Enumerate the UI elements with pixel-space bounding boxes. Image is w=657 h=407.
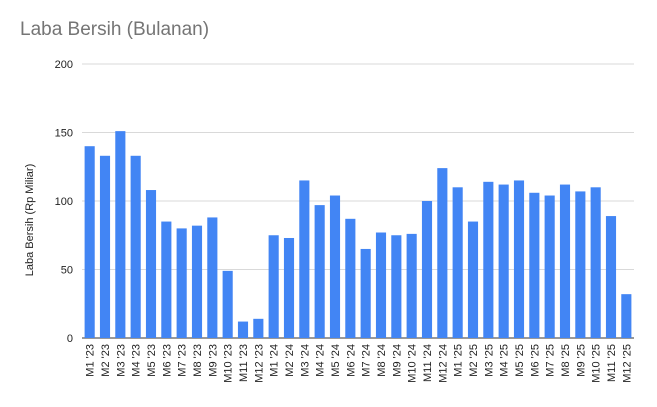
- bar: [314, 205, 325, 338]
- x-tick-label: M5 '24: [330, 344, 342, 377]
- bar: [283, 237, 295, 338]
- x-tick-label: M6 '24: [345, 344, 357, 377]
- bar: [329, 195, 341, 338]
- bar: [268, 235, 279, 338]
- x-tick-label: M12 '23: [253, 344, 265, 383]
- x-tick-label: M5 '23: [146, 344, 158, 377]
- bar: [498, 184, 509, 338]
- x-tick-label: M11 '23: [238, 344, 250, 382]
- bar: [299, 180, 310, 338]
- x-tick-label: M1 '25: [453, 344, 465, 377]
- y-axis-ticks: 0 50 100 150 200: [55, 59, 73, 345]
- bar: [207, 217, 218, 338]
- bar: [130, 155, 141, 338]
- bar: [84, 146, 95, 338]
- bar: [176, 228, 187, 338]
- x-tick-label: M9 '23: [207, 344, 219, 377]
- y-tick-label: 200: [55, 59, 73, 71]
- bar: [544, 195, 555, 338]
- bar: [191, 225, 203, 338]
- y-axis-label: Laba Bersih (Rp Miliar): [24, 164, 36, 276]
- x-tick-label: M1 '24: [269, 344, 281, 377]
- y-tick-label: 50: [61, 265, 73, 277]
- bar: [421, 201, 433, 338]
- bar: [452, 187, 463, 338]
- x-tick-label: M10 '23: [223, 344, 235, 383]
- x-tick-label: M12 '25: [621, 344, 633, 383]
- bar: [237, 321, 249, 338]
- bar: [99, 155, 111, 338]
- x-tick-label: M3 '25: [483, 344, 495, 377]
- bar: [145, 190, 157, 338]
- x-tick-label: M9 '25: [575, 344, 587, 377]
- bar: [467, 221, 479, 338]
- x-tick-label: M8 '24: [376, 344, 388, 377]
- y-tick-label: 100: [55, 196, 73, 208]
- x-tick-label: M1 '23: [85, 344, 97, 377]
- x-tick-label: M11 '24: [422, 344, 434, 382]
- gridlines: [82, 63, 634, 339]
- bar: [559, 184, 571, 338]
- x-tick-label: M6 '23: [161, 344, 173, 377]
- bar: [513, 180, 525, 338]
- bar: [605, 216, 617, 338]
- bar: [437, 168, 448, 338]
- x-tick-label: M4 '23: [131, 344, 143, 377]
- bar: [253, 318, 264, 338]
- x-tick-label: M4 '25: [499, 344, 511, 377]
- x-tick-label: M2 '24: [284, 344, 296, 377]
- x-tick-label: M7 '24: [361, 344, 373, 377]
- x-tick-label: M3 '24: [299, 344, 311, 377]
- x-axis-ticks: M1 '23 M2 '23 M3 '23 M4 '23 M5 '23 M6 '23 M7 '…: [85, 344, 634, 383]
- bar: [483, 181, 494, 338]
- bar: [161, 221, 172, 338]
- bar: [621, 294, 632, 338]
- bar: [406, 233, 417, 338]
- x-tick-label: M12 '24: [437, 344, 449, 383]
- bar: [222, 270, 233, 338]
- x-tick-label: M8 '23: [192, 344, 204, 377]
- chart-title: Laba Bersih (Bulanan): [20, 19, 210, 40]
- bar: [590, 187, 601, 338]
- bar: [391, 235, 402, 338]
- y-tick-label: 150: [55, 128, 73, 140]
- y-tick-label: 0: [67, 333, 73, 345]
- x-tick-label: M7 '25: [545, 344, 557, 377]
- x-tick-label: M11 '25: [606, 344, 618, 382]
- x-tick-label: M7 '23: [177, 344, 189, 377]
- x-tick-label: M4 '24: [315, 344, 327, 377]
- bars: [84, 131, 632, 338]
- bar: [529, 192, 540, 338]
- x-tick-label: M6 '25: [529, 344, 541, 377]
- x-tick-label: M9 '24: [391, 344, 403, 377]
- x-tick-label: M10 '24: [407, 344, 419, 383]
- x-tick-label: M10 '25: [591, 344, 603, 383]
- bar: [345, 218, 356, 338]
- x-tick-label: M8 '25: [560, 344, 572, 377]
- bar: [115, 131, 126, 338]
- x-tick-label: M5 '25: [514, 344, 526, 377]
- bar: [575, 191, 586, 338]
- x-tick-label: M2 '23: [100, 344, 112, 377]
- x-tick-label: M2 '25: [468, 344, 480, 377]
- bar: [375, 232, 387, 338]
- bar: [360, 248, 371, 338]
- x-tick-label: M3 '23: [115, 344, 127, 377]
